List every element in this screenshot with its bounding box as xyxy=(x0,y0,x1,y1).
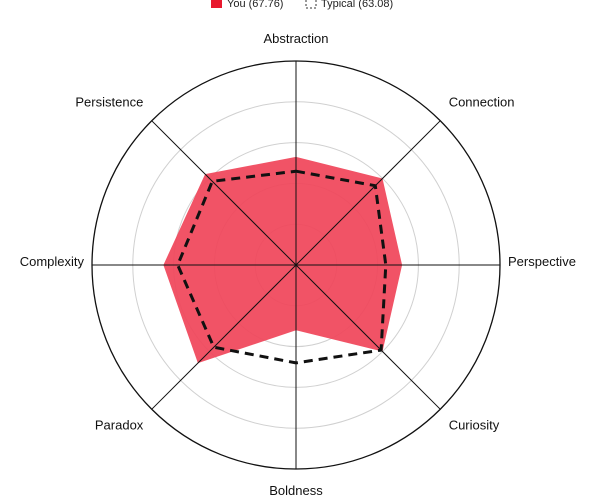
axis-line-paradox xyxy=(151,264,297,410)
legend: You (67.76) Typical (63.08) xyxy=(211,0,393,10)
axis-line-connection xyxy=(295,120,441,266)
axis-label-connection: Connection xyxy=(449,94,515,109)
legend-label-typical: Typical (63.08) xyxy=(321,0,393,10)
legend-label-you: You (67.76) xyxy=(227,0,283,10)
axis-label-abstraction: Abstraction xyxy=(263,31,328,46)
axis-label-complexity: Complexity xyxy=(20,254,85,269)
axis-label-curiosity: Curiosity xyxy=(449,418,500,433)
axis-line-persistence xyxy=(151,120,297,266)
legend-swatch-you xyxy=(211,0,222,8)
axis-labels: Abstraction Connection Perspective Curiosit… xyxy=(20,31,576,498)
axis-label-perspective: Perspective xyxy=(508,254,576,269)
axis-label-persistence: Persistence xyxy=(75,94,143,109)
legend-swatch-typical xyxy=(305,0,317,9)
axis-line-curiosity xyxy=(295,264,441,410)
series-you-area xyxy=(163,156,403,364)
axis-label-paradox: Paradox xyxy=(95,418,144,433)
series-layer xyxy=(163,156,403,365)
axis-label-boldness: Boldness xyxy=(269,483,323,498)
radar-axes xyxy=(92,61,500,469)
